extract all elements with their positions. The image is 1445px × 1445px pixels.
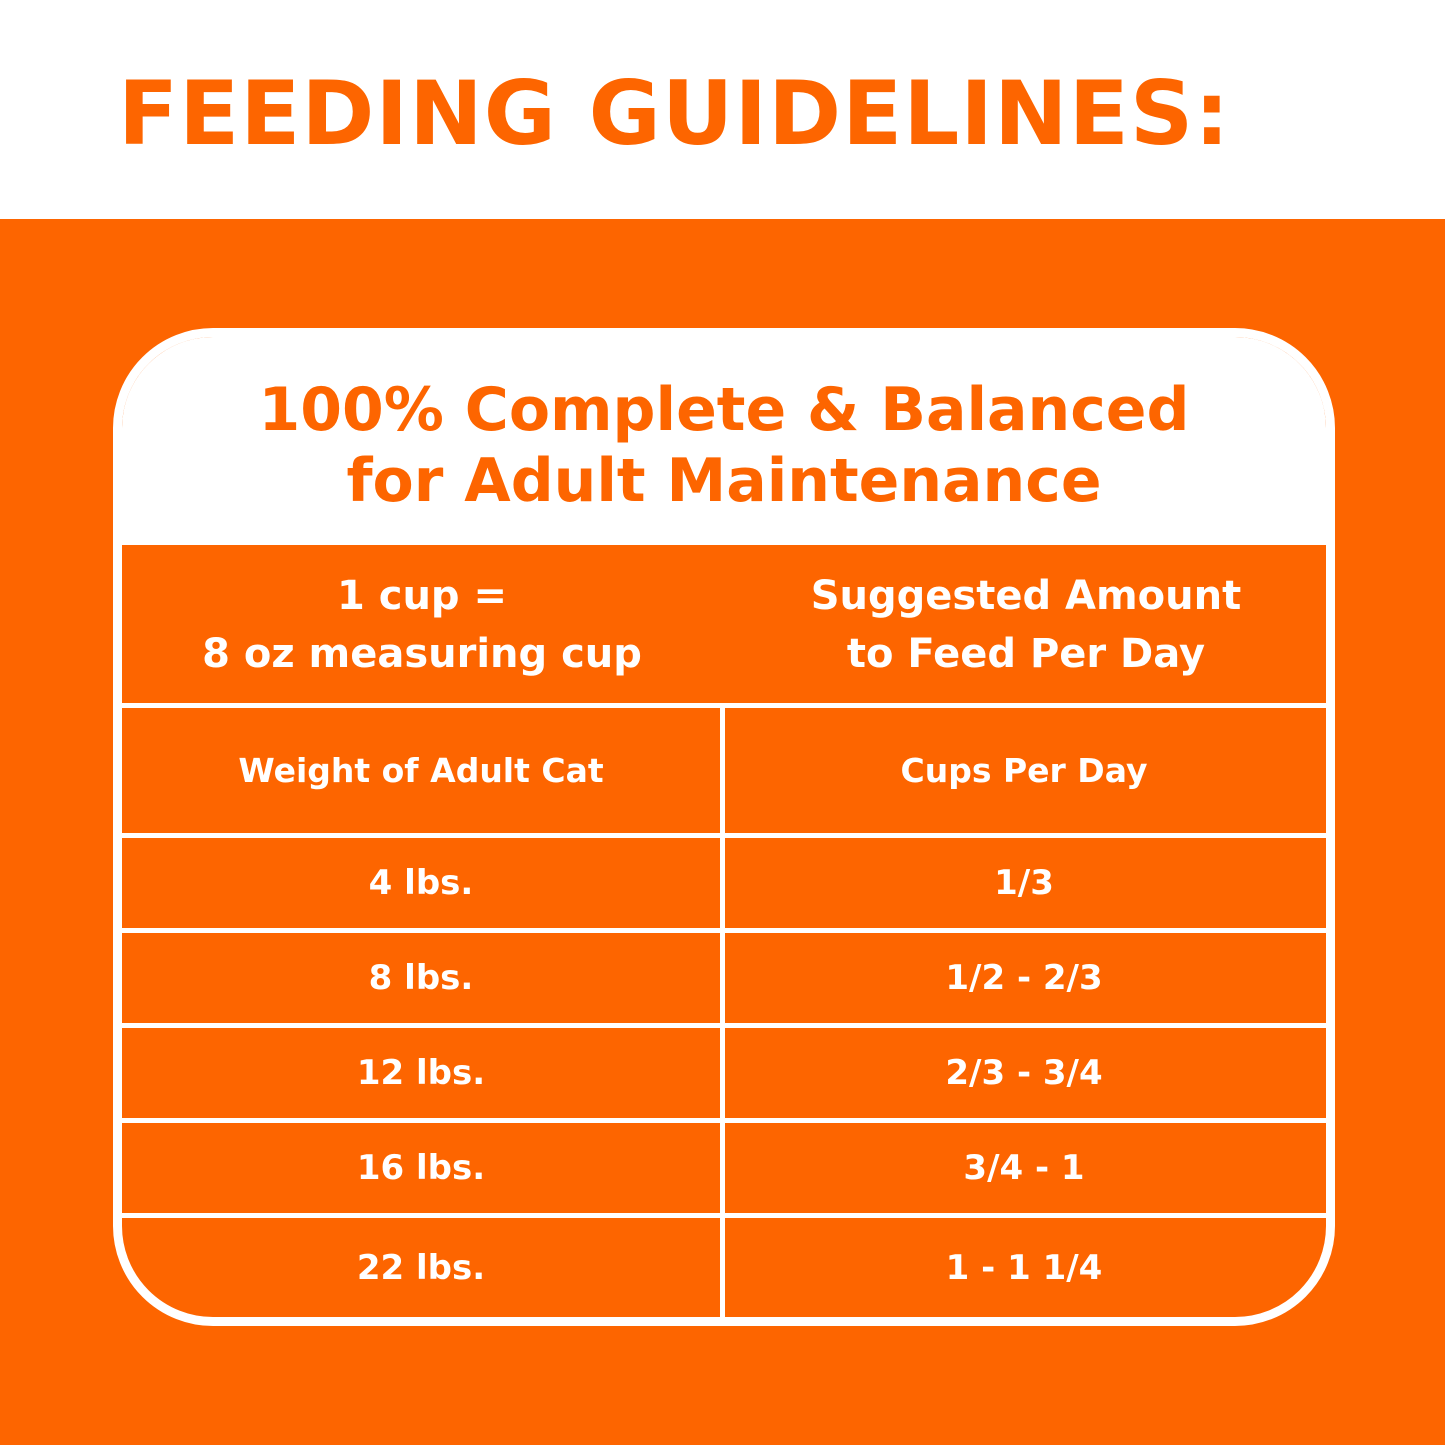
- column-header-cups: Cups Per Day: [900, 751, 1148, 790]
- cell-cups: 1/2 - 2/3: [945, 958, 1103, 998]
- suggested-amount-note: Suggested Amount to Feed Per Day: [726, 567, 1326, 683]
- cell-weight: 22 lbs.: [356, 1248, 486, 1288]
- suggested-line-1: Suggested Amount: [810, 573, 1242, 619]
- column-divider: [720, 708, 725, 1317]
- cell-weight: 4 lbs.: [368, 863, 474, 903]
- subtitle-line-1: 100% Complete & Balanced: [258, 375, 1190, 445]
- cell-cups: 1 - 1 1/4: [945, 1248, 1103, 1288]
- cup-measure-line-2: 8 oz measuring cup: [202, 631, 642, 677]
- cell-cups: 2/3 - 3/4: [945, 1053, 1103, 1093]
- table-caption: 1 cup = 8 oz measuring cup Suggested Amo…: [122, 545, 1326, 703]
- feeding-card: 100% Complete & Balanced for Adult Maint…: [113, 328, 1335, 1326]
- cell-weight: 16 lbs.: [356, 1148, 486, 1188]
- cell-cups: 1/3: [994, 863, 1054, 903]
- card-subtitle: 100% Complete & Balanced for Adult Maint…: [122, 375, 1326, 517]
- suggested-line-2: to Feed Per Day: [846, 631, 1206, 677]
- cup-measure-line-1: 1 cup =: [336, 573, 508, 619]
- cell-weight: 12 lbs.: [356, 1053, 486, 1093]
- cell-weight: 8 lbs.: [368, 958, 474, 998]
- title-banner: FEEDING GUIDELINES:: [0, 0, 1445, 219]
- page-title: FEEDING GUIDELINES:: [118, 62, 1231, 165]
- column-header-weight: Weight of Adult Cat: [238, 751, 604, 790]
- cup-measure-note: 1 cup = 8 oz measuring cup: [122, 567, 722, 683]
- subtitle-line-2: for Adult Maintenance: [346, 446, 1102, 516]
- cell-cups: 3/4 - 1: [963, 1148, 1085, 1188]
- card-header: 100% Complete & Balanced for Adult Maint…: [122, 337, 1326, 545]
- table-divider: [122, 703, 1326, 708]
